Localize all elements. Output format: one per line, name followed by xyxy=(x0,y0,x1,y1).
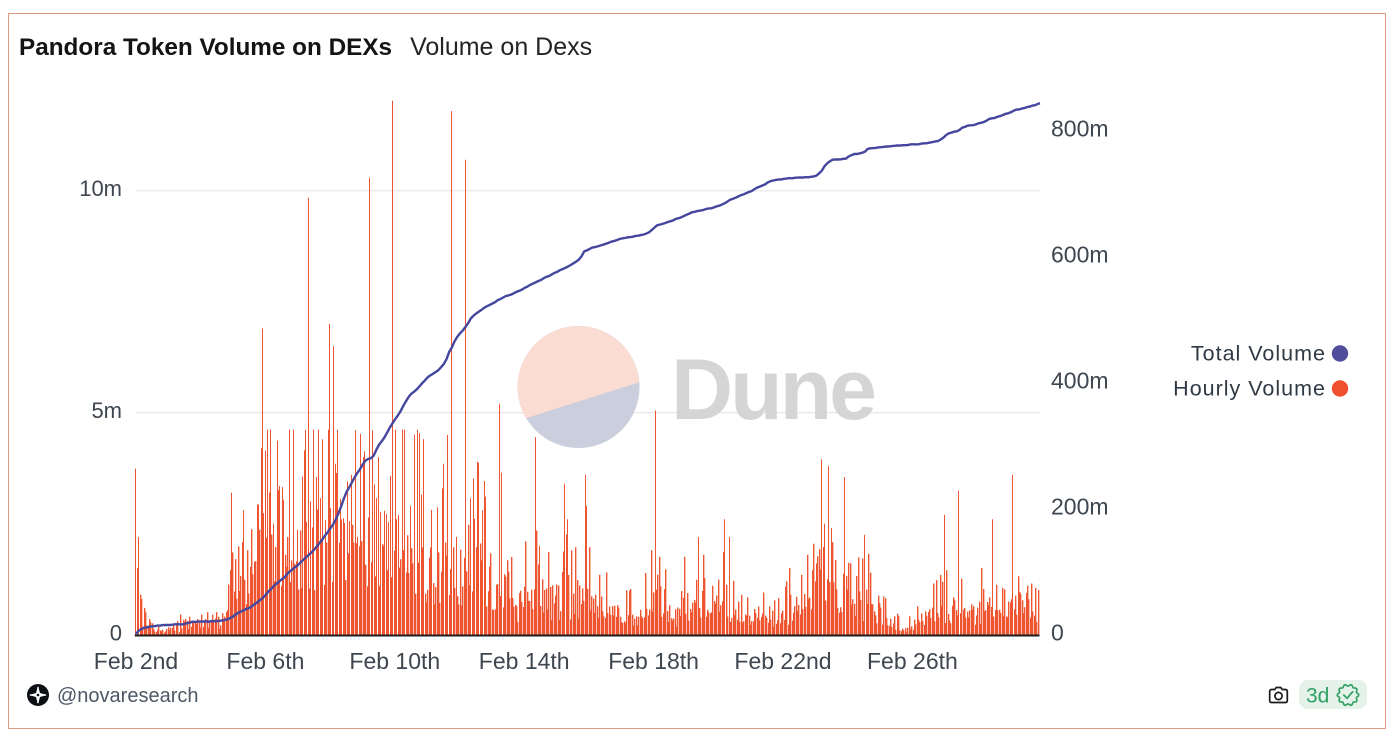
svg-text:400m: 400m xyxy=(1051,368,1109,394)
svg-text:Feb 14th: Feb 14th xyxy=(479,648,570,674)
svg-text:Feb 26th: Feb 26th xyxy=(867,648,958,674)
svg-text:0: 0 xyxy=(1051,620,1064,646)
svg-text:Dune: Dune xyxy=(671,342,874,438)
svg-text:Total Volume: Total Volume xyxy=(1191,342,1326,366)
svg-text:3d: 3d xyxy=(1306,684,1329,707)
svg-text:5m: 5m xyxy=(91,398,122,423)
svg-text:Hourly Volume: Hourly Volume xyxy=(1173,377,1326,401)
svg-text:Feb 22nd: Feb 22nd xyxy=(734,648,831,674)
svg-text:800m: 800m xyxy=(1051,116,1109,142)
svg-text:10m: 10m xyxy=(79,176,122,201)
svg-text:0: 0 xyxy=(110,621,122,646)
svg-text:200m: 200m xyxy=(1051,494,1109,520)
svg-text:@novaresearch: @novaresearch xyxy=(57,685,198,707)
svg-text:Feb 2nd: Feb 2nd xyxy=(94,648,178,674)
svg-text:Feb 6th: Feb 6th xyxy=(226,648,304,674)
svg-text:Feb 18th: Feb 18th xyxy=(608,648,699,674)
svg-text:600m: 600m xyxy=(1051,242,1109,268)
svg-text:Feb 10th: Feb 10th xyxy=(349,648,440,674)
